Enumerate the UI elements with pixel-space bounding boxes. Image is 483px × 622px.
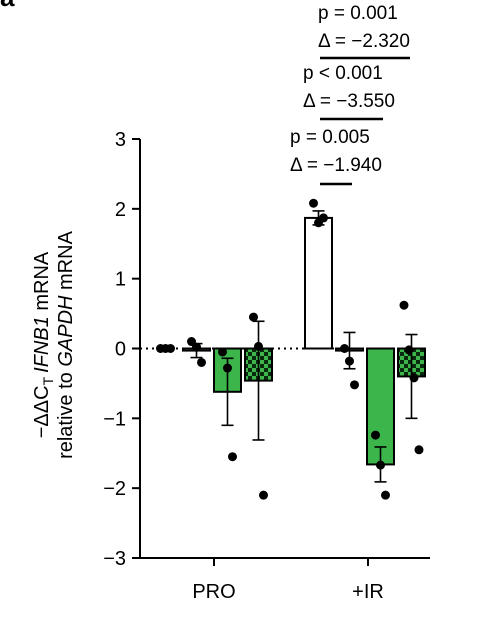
y-tick-label: −1 [103,408,126,430]
data-point [166,344,175,353]
data-point [376,460,385,470]
data-point [381,490,390,500]
y-tick-label: −2 [103,478,126,500]
data-point [414,445,424,455]
data-point [254,341,263,351]
data-point [259,490,268,500]
svg-text:relative to GAPDH mRNA: relative to GAPDH mRNA [55,230,77,458]
y-tick-label: 0 [115,339,126,361]
data-point [249,312,258,322]
data-point [197,357,206,367]
data-point [399,300,409,310]
svg-text:−ΔΔCTIFNB1 mRNA: −ΔΔCTIFNB1 mRNA [31,251,56,438]
bar [366,347,395,466]
bar [304,216,333,350]
p-value-label: p = 0.001 [318,3,398,24]
data-point [228,452,237,462]
y-tick-label: 1 [115,269,126,291]
delta-label: Δ = −3.550 [303,91,395,112]
data-point [192,342,201,352]
data-point [309,198,318,208]
panel-label: a [0,0,15,12]
p-value-label: p < 0.001 [303,63,383,84]
delta-label: Δ = −1.940 [290,155,382,176]
y-tick-label: −3 [103,548,126,570]
data-point [371,430,380,440]
data-point [350,380,359,390]
y-axis-title: −ΔΔCTIFNB1 mRNA relative to GAPDH mRNA [31,230,77,458]
data-point [404,345,414,355]
x-tick-label: PRO [192,581,235,603]
delta-label: Δ = −2.320 [318,31,410,52]
data-point [218,347,227,357]
data-point [345,356,354,366]
p-value-label: p = 0.005 [290,127,370,148]
y-tick-label: 3 [115,129,126,151]
data-point [409,373,419,383]
data-point [223,363,232,373]
x-tick-label: +IR [352,581,384,603]
data-point [319,213,328,223]
y-tick-label: 2 [115,199,126,221]
data-point [340,344,349,353]
